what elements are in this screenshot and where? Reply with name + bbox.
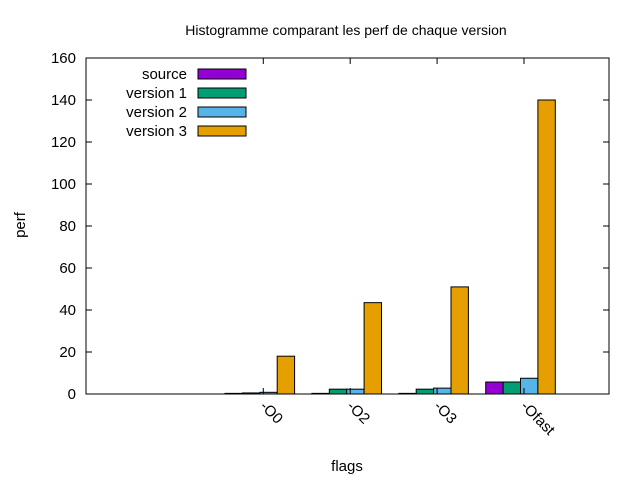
- y-tick-label: 0: [68, 386, 76, 403]
- bar-version-2-Ofast: [520, 377, 539, 395]
- legend: source version 1 version 2 version 3: [126, 66, 247, 140]
- bar-version-3-O2: [363, 302, 383, 395]
- bars-group: [224, 99, 556, 395]
- bar-version-2-O2: [346, 388, 365, 395]
- y-tick-label: 20: [59, 344, 76, 361]
- bar-version-2-O3: [433, 387, 452, 395]
- legend-label: version 3: [126, 123, 187, 140]
- bar-version-1-O3: [415, 388, 435, 395]
- bar-source-Ofast: [485, 381, 504, 395]
- y-tick-label: 160: [51, 50, 76, 67]
- y-tick-label: 100: [51, 176, 76, 193]
- x-tick-label: -O0: [256, 398, 286, 428]
- bar-version-3-Ofast: [537, 99, 556, 395]
- x-tick-label: -O2: [343, 398, 373, 428]
- y-axis-ticks: 0 20 40 60 80 100 120 140 160: [51, 50, 609, 403]
- legend-label: version 1: [126, 85, 187, 102]
- legend-label: version 2: [126, 104, 187, 121]
- chart-title: Histogramme comparant les perf de chaque…: [185, 22, 506, 38]
- bar-version-1-Ofast: [502, 381, 522, 395]
- y-tick-label: 80: [59, 218, 76, 235]
- legend-swatch: [197, 125, 247, 137]
- bar-version-1-O2: [328, 388, 348, 395]
- legend-swatch: [197, 68, 247, 80]
- y-axis-label: perf: [12, 211, 29, 238]
- y-tick-label: 140: [51, 92, 76, 109]
- bar-version-3-O3: [450, 286, 469, 395]
- y-tick-label: 60: [59, 260, 76, 277]
- x-axis-label: flags: [331, 458, 363, 475]
- legend-label: source: [142, 66, 187, 83]
- legend-swatch: [197, 106, 247, 118]
- bar-version-3-O0: [276, 355, 296, 395]
- y-tick-label: 120: [51, 134, 76, 151]
- y-tick-label: 40: [59, 302, 76, 319]
- legend-swatch: [197, 87, 247, 99]
- x-tick-label: -Ofast: [517, 398, 558, 439]
- x-tick-label: -O3: [430, 398, 460, 428]
